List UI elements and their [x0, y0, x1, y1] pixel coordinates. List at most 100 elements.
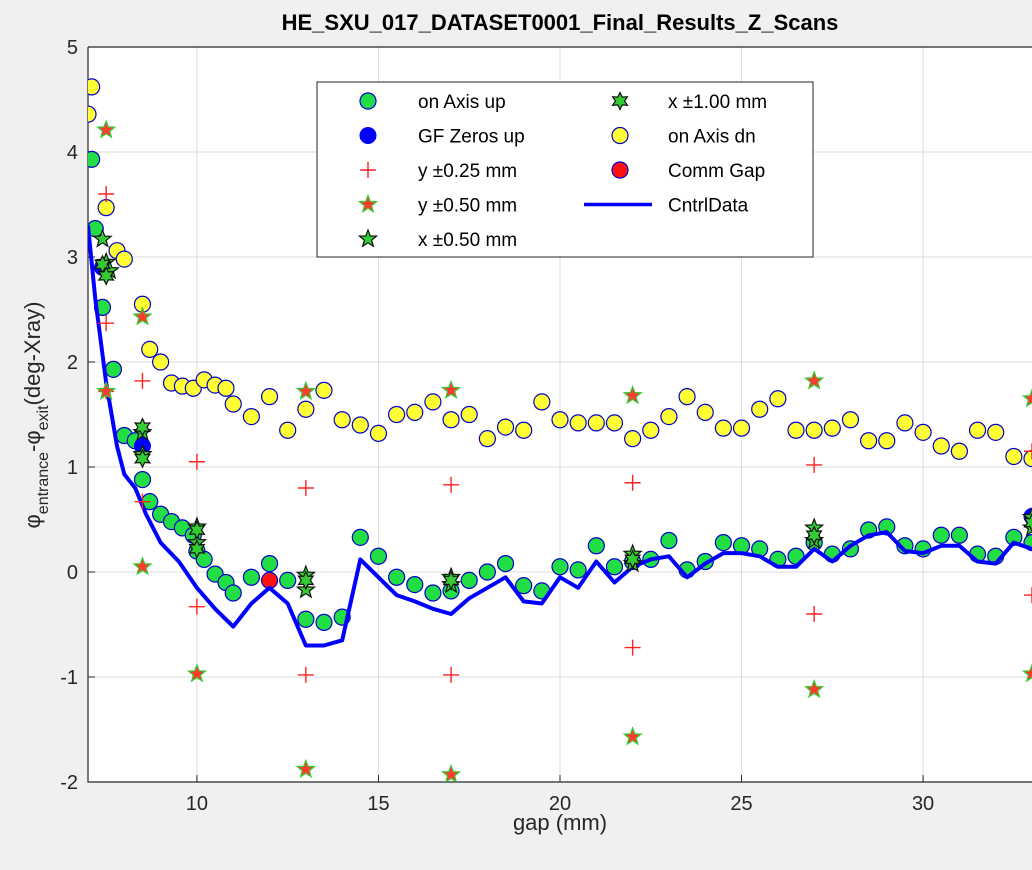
- on-axis-up-point: [551, 558, 569, 576]
- on-axis-dn-point: [805, 421, 823, 439]
- y-pm-050-point: [95, 119, 117, 139]
- legend-marker-hexstar-green: [611, 91, 629, 111]
- y-pm-025-point: [188, 598, 205, 615]
- on-axis-up-point: [569, 561, 587, 579]
- on-axis-dn-point: [297, 400, 315, 418]
- x-tick-label: 20: [549, 793, 571, 815]
- legend-marker-circle-green: [359, 92, 377, 110]
- on-axis-dn-point: [751, 400, 769, 418]
- y-pm-050-point: [132, 556, 153, 576]
- on-axis-up-point: [460, 571, 478, 590]
- on-axis-dn-point: [714, 419, 732, 437]
- y-pm-050-point: [804, 678, 825, 699]
- x-pm-100-point: [297, 570, 315, 591]
- on-axis-dn-point: [732, 419, 751, 437]
- legend-label: x ±1.00 mm: [668, 92, 767, 113]
- x-tick-label: 30: [912, 793, 934, 815]
- on-axis-dn-point: [242, 408, 260, 426]
- on-axis-up-point: [515, 577, 533, 595]
- on-axis-dn-point: [878, 432, 896, 450]
- y-pm-050-point: [1021, 388, 1032, 408]
- legend-marker-circle-red: [611, 161, 629, 179]
- y-pm-025-point: [134, 372, 151, 389]
- on-axis-dn-point: [115, 250, 133, 268]
- on-axis-dn-point: [496, 418, 515, 436]
- y-label-sub1: entrance: [35, 452, 52, 514]
- y-pm-050-point: [295, 758, 316, 779]
- y-tick-label: 2: [67, 352, 78, 374]
- legend-marker-plus: [360, 162, 376, 178]
- x-axis-ticks: 10 15 20 25 30: [186, 775, 934, 815]
- y-pm-025-point: [297, 480, 314, 496]
- legend: on Axis up GF Zeros up y ±0.25 mm y ±0.50 m…: [316, 81, 814, 258]
- on-axis-up-point: [605, 558, 624, 576]
- x-tick-label: 25: [730, 793, 752, 815]
- on-axis-dn-point: [1023, 450, 1032, 468]
- on-axis-up-point: [932, 526, 950, 544]
- y-pm-025-point: [1024, 443, 1032, 460]
- on-axis-dn-point: [515, 421, 533, 439]
- y-tick-label: 0: [67, 562, 78, 584]
- y-pm-025-point: [297, 666, 314, 683]
- on-axis-up-point: [104, 360, 123, 378]
- y-pm-025-point: [443, 476, 460, 493]
- on-axis-dn-point: [460, 405, 478, 424]
- y-axis-label: φentrance-φexit(deg-Xray): [20, 302, 52, 529]
- legend-marker-star-red: [357, 193, 379, 214]
- y-tick-label: 3: [67, 247, 78, 269]
- y-pm-025-point: [98, 315, 115, 332]
- on-axis-up-point: [260, 554, 279, 573]
- on-axis-dn-point: [987, 423, 1005, 441]
- x-pm-050-point: [92, 228, 113, 248]
- on-axis-up-point: [88, 150, 101, 168]
- x-pm-100-point: [188, 520, 206, 540]
- on-axis-dn-point: [678, 388, 696, 406]
- y-pm-025-point: [188, 453, 205, 470]
- y-pm-025-point: [624, 474, 641, 491]
- on-axis-dn-point: [932, 437, 950, 455]
- y-pm-050-point: [295, 380, 316, 401]
- y-pm-050-point: [96, 380, 117, 401]
- on-axis-dn-point: [442, 411, 460, 429]
- on-axis-up-point: [369, 547, 388, 565]
- on-axis-dn-point: [896, 414, 914, 432]
- plot-frame: [87, 46, 1032, 783]
- x-pm-100-point: [97, 266, 115, 286]
- on-axis-up-point: [351, 528, 369, 546]
- x-pm-100-point: [133, 417, 151, 437]
- on-axis-up-point: [660, 531, 678, 550]
- y-label-mid: -φ: [20, 430, 45, 452]
- x-pm-100-point: [624, 549, 642, 570]
- on-axis-dn-point: [406, 403, 424, 421]
- on-axis-dn-point: [968, 421, 987, 439]
- on-axis-up-point: [242, 568, 260, 586]
- on-axis-dn-point: [696, 403, 714, 421]
- on-axis-dn-point: [351, 416, 369, 434]
- on-axis-dn-point: [533, 393, 551, 411]
- x-tick-label: 15: [367, 793, 389, 815]
- on-axis-dn-point: [260, 388, 279, 406]
- x-tick-label: 10: [186, 793, 208, 815]
- x-pm-100-point: [805, 525, 823, 546]
- data-layer: [88, 78, 1032, 782]
- y-pm-050-point: [440, 379, 462, 399]
- on-axis-dn-point: [569, 414, 587, 432]
- legend-marker-star-green: [357, 228, 379, 248]
- on-axis-dn-point: [642, 421, 660, 439]
- on-axis-up-point: [297, 610, 315, 628]
- y-pm-025-point: [134, 493, 151, 510]
- legend-marker-circle-blue: [359, 127, 377, 144]
- on-axis-up-point: [224, 584, 242, 602]
- on-axis-dn-point: [152, 353, 170, 371]
- legend-marker-circle-yellow: [611, 126, 629, 145]
- on-axis-dn-point: [1005, 447, 1023, 466]
- on-axis-dn-point: [388, 405, 406, 424]
- y-tick-label: -1: [60, 667, 78, 689]
- legend-label: y ±0.50 mm: [418, 196, 517, 217]
- on-axis-dn-point: [478, 430, 496, 448]
- y-pm-050-point: [1021, 663, 1032, 683]
- y-pm-025-point: [1024, 587, 1032, 604]
- x-pm-100-point: [442, 570, 460, 591]
- y-pm-025-point: [443, 666, 460, 683]
- on-axis-dn-point: [823, 419, 841, 437]
